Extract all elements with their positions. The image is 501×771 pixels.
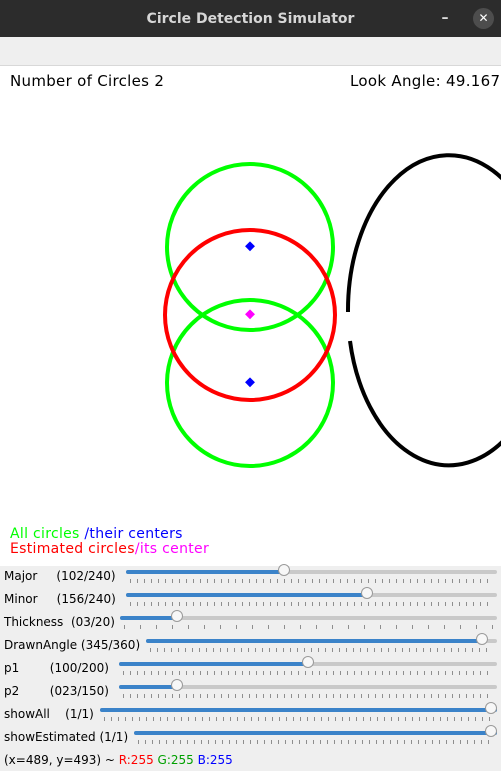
slider-thumb-p2[interactable] (170, 679, 183, 691)
slider-label-drawnangle: DrawnAngle (345/360) (4, 638, 141, 652)
slider-showall[interactable] (100, 702, 497, 714)
image-canvas[interactable]: Number of Circles 2 Look Angle: 49.167 A… (0, 66, 501, 566)
slider-thumb-minor[interactable] (361, 587, 374, 599)
estimated-circle (163, 228, 337, 402)
slider-ticks-p1 (123, 671, 493, 675)
window-titlebar: Circle Detection Simulator – ✕ (0, 0, 501, 37)
slider-fill-drawnangle (146, 639, 483, 643)
slider-showestimated[interactable] (134, 725, 497, 737)
legend-their-centers: /their centers (84, 526, 183, 542)
legend-all-circles: All circles (10, 526, 80, 542)
slider-row-showestimated: showEstimated (1/1) (0, 725, 501, 749)
ellipse-arc (345, 153, 501, 468)
window-title: Circle Detection Simulator (146, 10, 355, 27)
close-icon[interactable]: ✕ (473, 8, 494, 29)
status-bar: (x=489, y=493) ~ R:255 G:255 B:255 (4, 753, 233, 767)
slider-fill-p2 (119, 685, 177, 689)
slider-p2[interactable] (119, 679, 497, 691)
slider-ticks-p2 (123, 694, 493, 698)
slider-thumb-p1[interactable] (302, 656, 314, 668)
slider-row-major: Major (102/240) (0, 564, 501, 588)
toolbar (0, 37, 501, 66)
slider-row-showall: showAll (1/1) (0, 702, 501, 726)
slider-label-minor: Minor (156/240) (4, 592, 116, 606)
status-g: G:255 (157, 753, 194, 767)
circle-2 (165, 298, 335, 468)
slider-label-p2: p2 (023/150) (4, 684, 109, 698)
legend-line-2: Estimated circles/its center (10, 541, 209, 557)
look-angle-text: Look Angle: 49.167 (350, 72, 501, 90)
status-b: B:255 (197, 753, 233, 767)
slider-row-drawnangle: DrawnAngle (345/360) (0, 633, 501, 657)
slider-fill-showall (100, 708, 497, 712)
slider-ticks-major (130, 579, 493, 583)
slider-fill-p1 (119, 662, 308, 666)
slider-p1[interactable] (119, 656, 497, 668)
slider-label-major: Major (102/240) (4, 569, 116, 583)
num-circles-text: Number of Circles 2 (10, 72, 165, 90)
status-coords: (x=489, y=493) ~ (4, 753, 119, 767)
legend-estimated-circles: Estimated circles (10, 541, 135, 557)
slider-ticks-thickness (124, 625, 493, 629)
slider-ticks-minor (130, 602, 493, 606)
center-2 (245, 377, 255, 388)
slider-ticks-showall (104, 717, 493, 721)
slider-thumb-showall[interactable] (485, 702, 497, 714)
legend-line-1: All circles /their centers (10, 526, 183, 542)
slider-thumb-showestimated[interactable] (485, 725, 497, 737)
slider-thickness[interactable] (120, 610, 497, 622)
slider-ticks-drawnangle (150, 648, 493, 652)
slider-minor[interactable] (126, 587, 497, 599)
slider-ticks-showestimated (138, 740, 493, 744)
slider-fill-minor (126, 593, 368, 597)
slider-label-thickness: Thickness (03/20) (4, 615, 115, 629)
slider-row-minor: Minor (156/240) (0, 587, 501, 611)
status-r: R:255 (118, 753, 154, 767)
slider-label-showall: showAll (1/1) (4, 707, 94, 721)
slider-label-showestimated: showEstimated (1/1) (4, 730, 129, 744)
minimize-icon[interactable]: – (441, 10, 449, 26)
circles-drawing (163, 153, 501, 468)
slider-fill-major (126, 570, 284, 574)
legend-its-center: /its center (134, 541, 209, 557)
estimated-center (245, 309, 255, 320)
slider-fill-thickness (120, 616, 177, 620)
slider-thumb-drawnangle[interactable] (476, 633, 489, 645)
slider-major[interactable] (126, 564, 497, 576)
slider-drawnangle[interactable] (146, 633, 497, 645)
slider-label-p1: p1 (100/200) (4, 661, 109, 675)
slider-row-thickness: Thickness (03/20) (0, 610, 501, 634)
slider-fill-showestimated (134, 731, 497, 735)
center-1 (245, 241, 255, 252)
slider-row-p2: p2 (023/150) (0, 679, 501, 703)
slider-row-p1: p1 (100/200) (0, 656, 501, 680)
slider-thumb-major[interactable] (277, 564, 290, 576)
slider-thumb-thickness[interactable] (170, 610, 183, 622)
circle-1 (165, 162, 335, 332)
